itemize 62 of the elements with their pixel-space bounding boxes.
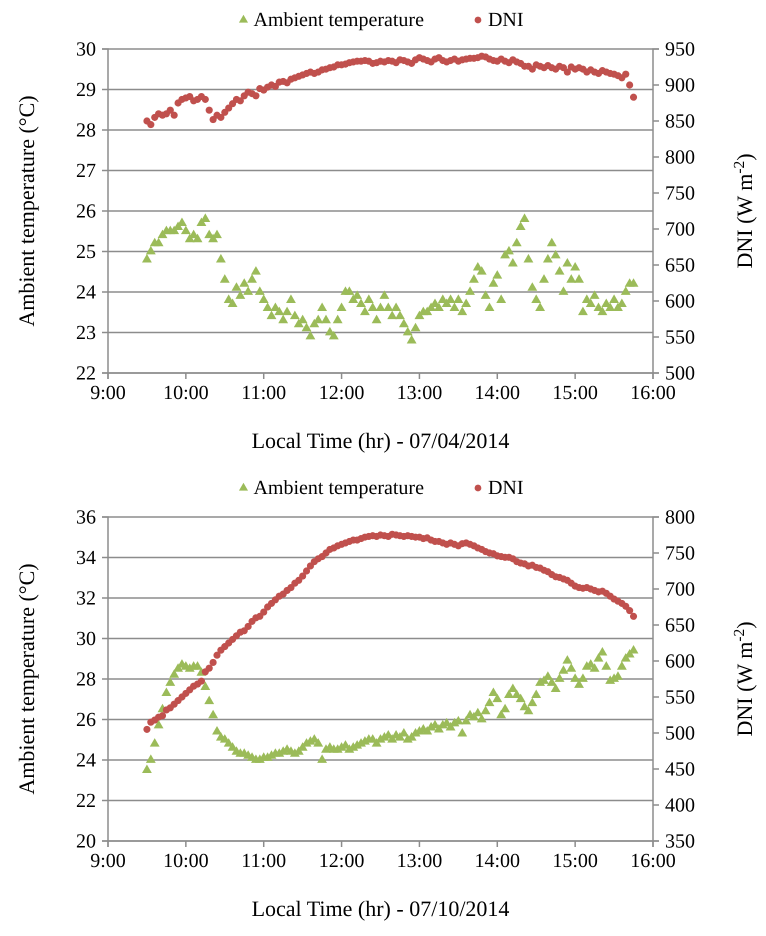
y-tick-label: 29 xyxy=(76,78,96,101)
y-tick-label: 22 xyxy=(76,362,96,384)
x-tick-label: 9:00 xyxy=(90,382,126,404)
y2-tick-label: 900 xyxy=(665,74,695,96)
x-tick-label: 13:00 xyxy=(396,382,442,404)
y-tick-label: 22 xyxy=(76,790,96,812)
y-tick-label: 36 xyxy=(76,506,96,528)
x-tick-label: 12:00 xyxy=(318,382,364,404)
x-tick-label: 11:00 xyxy=(241,850,286,872)
y-tick-label: 30 xyxy=(76,628,96,650)
y-tick-label: 27 xyxy=(76,160,96,182)
legend-label: Ambient temperature xyxy=(253,9,424,31)
y2-tick-label: 850 xyxy=(665,110,695,132)
x-tick-label: 10:00 xyxy=(163,850,209,872)
y-tick-label: 30 xyxy=(76,38,96,60)
y-tick-label: 23 xyxy=(76,322,96,344)
y2-tick-label: 950 xyxy=(665,38,695,60)
x-axis-title: Local Time (hr) - 07/10/2014 xyxy=(252,896,510,921)
y2-tick-label: 550 xyxy=(665,326,695,348)
y-tick-label: 28 xyxy=(76,119,96,142)
y-axis-title: Ambient temperature (°C) xyxy=(14,95,39,327)
x-tick-label: 15:00 xyxy=(552,850,598,872)
y-tick-label: 25 xyxy=(76,240,96,263)
y-tick-label: 20 xyxy=(76,830,96,852)
y2-tick-label: 500 xyxy=(665,722,695,744)
y2-tick-label: 700 xyxy=(665,218,695,240)
x-tick-label: 13:00 xyxy=(396,850,442,872)
x-tick-label: 11:00 xyxy=(241,382,286,404)
y2-tick-label: 350 xyxy=(665,830,695,852)
legend-label: DNI xyxy=(488,9,524,31)
y2-tick-label: 400 xyxy=(665,794,695,816)
x-tick-label: 14:00 xyxy=(474,850,520,872)
y-axis-title: Ambient temperature (°C) xyxy=(14,563,39,795)
x-tick-label: 16:00 xyxy=(630,382,676,404)
y2-tick-label: 550 xyxy=(665,686,695,708)
x-axis-title: Local Time (hr) - 07/04/2014 xyxy=(252,428,510,453)
y2-tick-label: 650 xyxy=(665,254,695,276)
y2-tick-label: 500 xyxy=(665,362,695,384)
y-tick-label: 26 xyxy=(76,708,96,731)
y-tick-label: 34 xyxy=(76,546,96,569)
legend-label: Ambient temperature xyxy=(253,477,424,499)
x-tick-label: 12:00 xyxy=(318,850,364,872)
y2-tick-label: 750 xyxy=(665,542,695,564)
y2-tick-label: 800 xyxy=(665,146,695,168)
y-tick-label: 28 xyxy=(76,668,96,690)
y-tick-label: 24 xyxy=(76,749,96,772)
y-tick-label: 32 xyxy=(76,587,96,610)
x-tick-label: 10:00 xyxy=(163,382,209,404)
x-tick-label: 9:00 xyxy=(90,850,126,872)
x-tick-label: 16:00 xyxy=(630,850,676,872)
y2-tick-label: 800 xyxy=(665,506,695,528)
y2-tick-label: 650 xyxy=(665,614,695,636)
y2-tick-label: 600 xyxy=(665,650,695,672)
x-tick-label: 15:00 xyxy=(552,382,598,404)
y2-tick-label: 600 xyxy=(665,290,695,312)
legend-label: DNI xyxy=(488,477,524,499)
y2-tick-label: 750 xyxy=(665,182,695,204)
y-tick-label: 26 xyxy=(76,200,96,222)
y-tick-label: 24 xyxy=(76,281,96,304)
x-tick-label: 14:00 xyxy=(474,382,520,404)
y2-tick-label: 700 xyxy=(665,578,695,600)
y2-tick-label: 450 xyxy=(665,758,695,780)
